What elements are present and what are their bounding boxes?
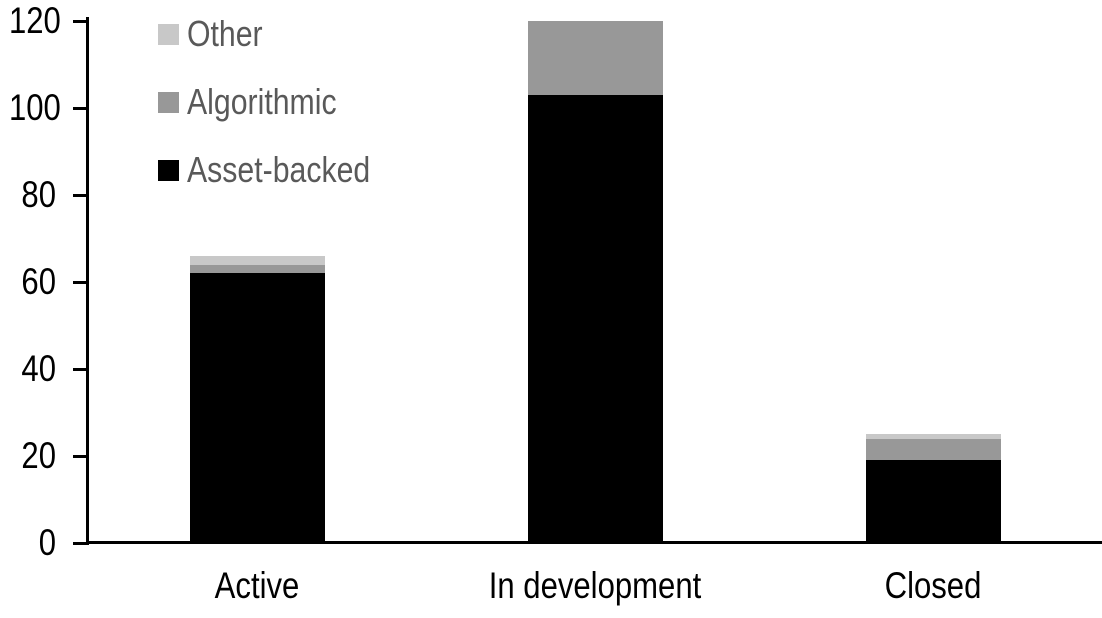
bar-segment-other-active xyxy=(189,255,325,265)
y-tick-label: 0 xyxy=(38,522,56,563)
y-tick-label: 80 xyxy=(21,174,56,215)
bar-segment-asset-backed-active xyxy=(189,273,325,543)
legend-swatch-other xyxy=(158,23,179,45)
legend-label-asset-backed: Asset-backed xyxy=(187,149,371,190)
bar-segment-algorithmic-in-development xyxy=(527,21,663,95)
legend-swatch-algorithmic xyxy=(158,91,179,113)
y-axis-tick xyxy=(73,281,86,284)
x-category-label-in-development: In development xyxy=(488,565,702,606)
y-axis-tick xyxy=(73,107,86,110)
bar-segment-other-closed xyxy=(865,434,1001,439)
legend-label-algorithmic: Algorithmic xyxy=(187,81,337,122)
bar-segment-algorithmic-active xyxy=(189,264,325,274)
legend-item-other: Other xyxy=(158,12,405,56)
y-axis-line xyxy=(86,17,89,545)
legend-swatch-asset-backed xyxy=(158,159,179,181)
legend-label-other: Other xyxy=(187,13,263,54)
y-axis-tick xyxy=(73,542,86,545)
y-tick-label: 100 xyxy=(8,87,61,128)
bar-segment-asset-backed-closed xyxy=(865,460,1001,543)
bar-segment-asset-backed-in-development xyxy=(527,94,663,543)
legend-item-asset-backed: Asset-backed xyxy=(158,148,405,192)
y-axis-tick xyxy=(73,455,86,458)
y-tick-label: 20 xyxy=(21,435,56,476)
y-tick-label: 60 xyxy=(21,261,56,302)
legend: Other Algorithmic Asset-backed xyxy=(158,12,405,216)
legend-item-algorithmic: Algorithmic xyxy=(158,80,405,124)
x-category-label-active: Active xyxy=(214,565,300,606)
y-tick-label: 40 xyxy=(21,348,56,389)
y-axis-tick xyxy=(73,20,86,23)
y-axis-tick xyxy=(73,368,86,371)
bar-segment-algorithmic-closed xyxy=(865,438,1001,461)
y-axis-tick xyxy=(73,194,86,197)
x-category-label-closed: Closed xyxy=(884,565,982,606)
y-tick-label: 120 xyxy=(8,0,61,41)
